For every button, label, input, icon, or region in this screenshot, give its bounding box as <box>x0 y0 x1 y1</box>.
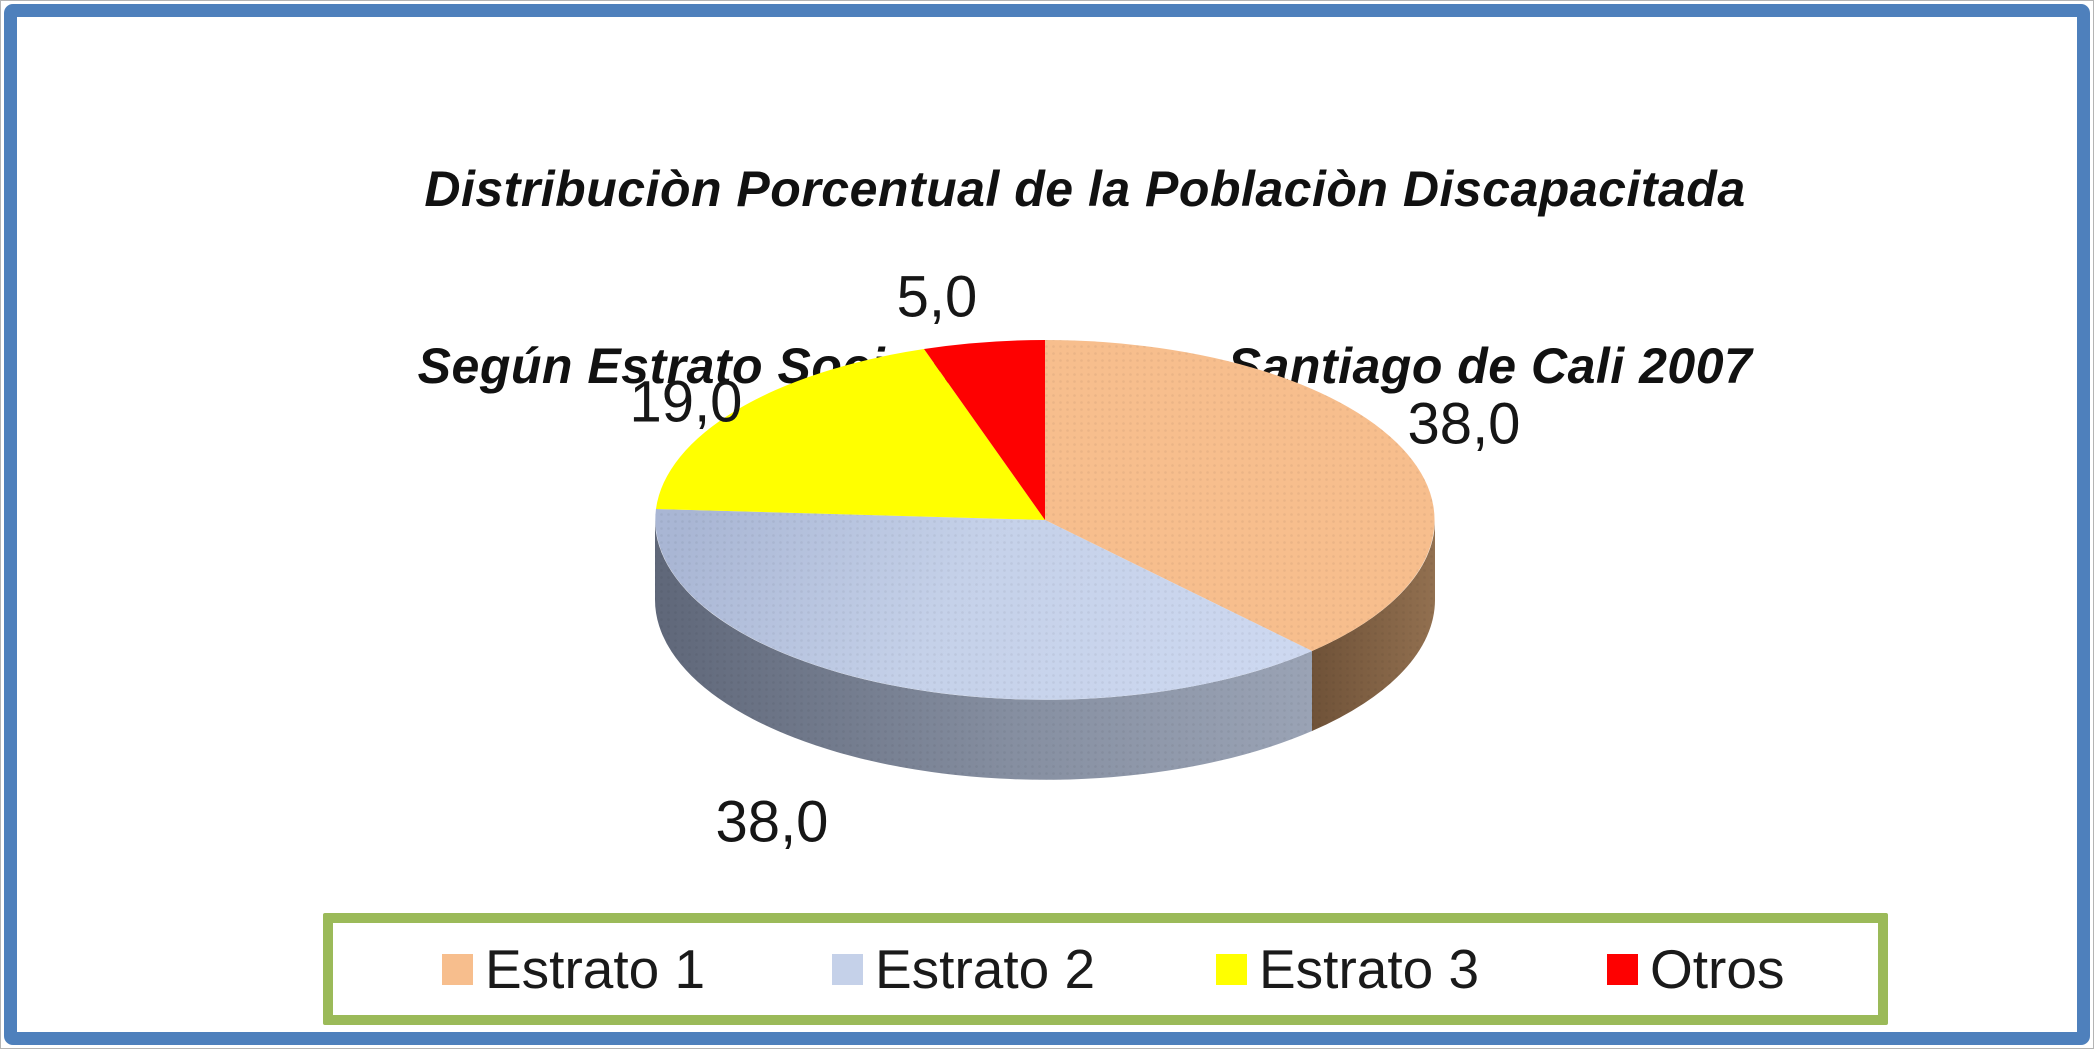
value-label-estrato-2: 38,0 <box>715 789 829 855</box>
legend-item-otros: Otros <box>1607 923 1784 1015</box>
legend-swatch-estrato-3 <box>1216 953 1247 985</box>
legend-label-estrato-1: Estrato 1 <box>485 938 706 1000</box>
pie-slice-otros-top <box>924 340 1045 520</box>
pie-slice-estrato-3-top <box>656 349 1045 520</box>
legend-item-estrato-1: Estrato 1 <box>442 923 705 1015</box>
value-label-estrato-3: 19,0 <box>629 369 743 435</box>
chart-border-frame <box>4 4 2090 1045</box>
legend-label-estrato-2: Estrato 2 <box>875 938 1096 1000</box>
legend-swatch-otros <box>1607 953 1638 985</box>
texture-overlay <box>1312 520 1435 731</box>
title-line-1: Distribuciòn Porcentual de la Poblaciòn … <box>424 161 1746 217</box>
value-label-otros: 5,0 <box>896 264 978 330</box>
legend-item-estrato-3: Estrato 3 <box>1216 923 1479 1015</box>
legend-item-estrato-2: Estrato 2 <box>832 923 1095 1015</box>
texture-overlay <box>655 520 1312 780</box>
legend-swatch-estrato-2 <box>832 953 863 985</box>
texture-overlay <box>1045 340 1435 651</box>
legend-label-estrato-3: Estrato 3 <box>1259 938 1480 1000</box>
legend-label-otros: Otros <box>1650 938 1785 1000</box>
chart-legend: Estrato 1 Estrato 2 Estrato 3 Otros <box>323 913 1888 1025</box>
legend-swatch-estrato-1 <box>442 953 473 985</box>
value-label-estrato-1: 38,0 <box>1407 391 1521 457</box>
texture-overlay <box>655 509 1312 700</box>
